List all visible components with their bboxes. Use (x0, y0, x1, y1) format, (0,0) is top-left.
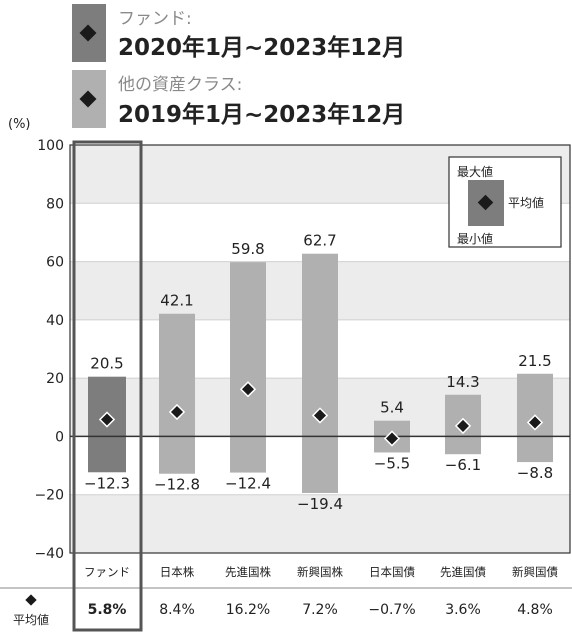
avg-marker (168, 403, 186, 421)
x-label: 新興国債 (512, 565, 558, 579)
bar-1 (159, 313, 195, 474)
min-label: −8.8 (517, 464, 553, 482)
y-tick-label: −20 (34, 488, 64, 504)
inner-legend-marker-icon (477, 194, 494, 211)
y-tick-labels: 100 80 60 40 20 0 −20 −40 (34, 138, 64, 562)
inner-legend-avg: 平均値 (508, 195, 544, 210)
other-legend-label: 他の資産クラス: (118, 75, 242, 95)
avg-marker (526, 414, 544, 431)
max-label: 42.1 (160, 292, 193, 310)
avg-marker (454, 417, 472, 435)
avg-marker (311, 407, 329, 424)
min-value-labels: −12.3 −12.8 −12.4 −19.4 −5.5 −6.1 −8.8 (84, 454, 553, 513)
avg-value: 16.2% (226, 602, 270, 618)
avg-value: 4.8% (517, 602, 553, 618)
max-label: 5.4 (380, 399, 404, 417)
x-label: 先進国債 (440, 565, 486, 579)
y-tick-label: 0 (55, 429, 64, 445)
y-tick-label: 100 (37, 138, 64, 154)
y-axis-unit: (%) (8, 117, 31, 132)
fund-legend-label: ファンド: (118, 9, 192, 29)
min-label: −12.3 (84, 474, 130, 492)
min-label: −12.8 (154, 476, 200, 494)
inner-legend: 最大値 平均値 最小値 (448, 156, 562, 248)
inner-legend-max: 最大値 (457, 164, 493, 179)
average-markers (98, 381, 544, 447)
min-label: −12.4 (225, 475, 271, 493)
max-label: 59.8 (231, 240, 264, 258)
x-label: ファンド (84, 565, 130, 579)
other-legend-period: 2019年1月~2023年12月 (118, 101, 405, 128)
y-tick-label: 80 (46, 196, 64, 212)
min-label: −6.1 (445, 456, 481, 474)
inner-legend-box (448, 156, 562, 248)
plot-band (70, 494, 570, 553)
max-label: 21.5 (518, 352, 551, 370)
y-tick-label: 20 (46, 371, 64, 387)
x-label: 日本国債 (369, 565, 415, 579)
top-legend: ファンド: 2020年1月~2023年12月 他の資産クラス: 2019年1月~… (72, 4, 405, 128)
max-label: 14.3 (446, 373, 479, 391)
avg-marker (239, 381, 257, 398)
inner-legend-min: 最小値 (457, 231, 493, 246)
avg-value: −0.7% (368, 602, 415, 618)
avg-value: 3.6% (445, 602, 481, 618)
max-value-labels: 20.5 42.1 59.8 62.7 5.4 14.3 21.5 (90, 232, 551, 417)
y-tick-label: 40 (46, 313, 64, 329)
other-legend-marker-icon (79, 90, 97, 108)
x-category-labels: ファンド 日本株 先進国株 新興国株 日本国債 先進国債 新興国債 (84, 565, 558, 579)
x-label: 先進国株 (225, 565, 271, 579)
avg-value: 8.4% (159, 602, 195, 618)
avg-row-label: 平均値 (13, 612, 49, 627)
avg-marker (98, 411, 116, 428)
bar-3 (302, 253, 338, 493)
y-tick-label: 60 (46, 255, 64, 271)
max-label: 20.5 (90, 355, 123, 373)
fund-legend-period: 2020年1月~2023年12月 (118, 34, 405, 61)
fund-highlight-frame (72, 140, 143, 632)
min-label: −5.5 (374, 454, 410, 472)
fund-legend-marker-icon (79, 24, 97, 42)
avg-value: 5.8% (88, 602, 127, 618)
y-tick-label: −40 (34, 546, 64, 562)
max-label: 62.7 (303, 232, 336, 250)
x-label: 新興国株 (297, 565, 343, 579)
avg-marker (383, 430, 401, 447)
plot-frame (69, 144, 571, 554)
avg-value: 7.2% (302, 602, 338, 618)
avg-row-marker-icon (25, 594, 37, 606)
x-label: 日本株 (160, 565, 195, 579)
min-label: −19.4 (297, 495, 343, 513)
bar-2 (230, 262, 266, 473)
avg-row-values: 5.8% 8.4% 16.2% 7.2% −0.7% 3.6% 4.8% (88, 602, 553, 618)
